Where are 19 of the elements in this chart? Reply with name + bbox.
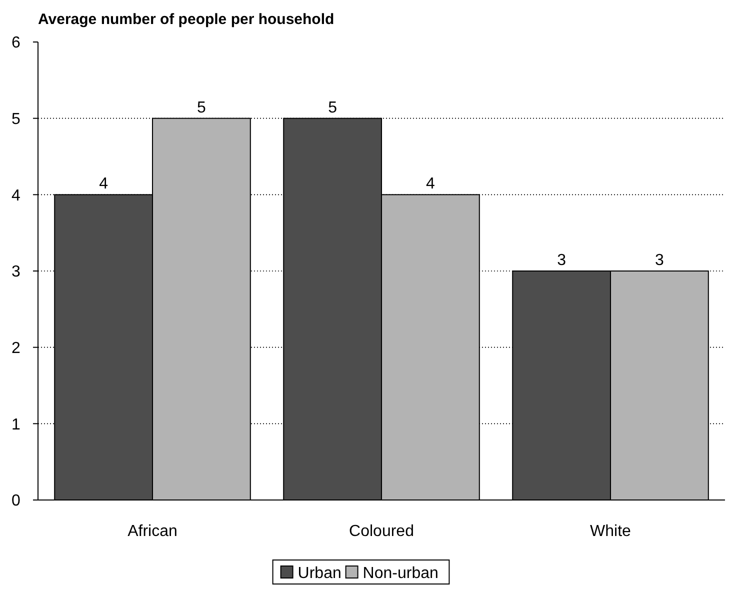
- data-label: 5: [196, 99, 206, 116]
- y-tick-label: 4: [12, 187, 21, 204]
- data-label: 4: [426, 176, 435, 193]
- y-tick-label: 3: [12, 264, 21, 281]
- y-tick-label: 0: [12, 492, 21, 510]
- x-tick-label: Coloured: [349, 523, 414, 540]
- y-tick-label: 6: [12, 34, 21, 52]
- data-label: 4: [99, 176, 108, 193]
- y-tick-label: 2: [12, 340, 21, 357]
- legend-label: Non-urban: [362, 565, 438, 582]
- legend-label: Urban: [298, 565, 342, 582]
- data-label: 5: [328, 99, 338, 116]
- data-label: 3: [654, 252, 664, 269]
- x-tick-label: African: [128, 523, 178, 540]
- chart-title: Average number of people per household: [38, 11, 334, 28]
- y-tick-label: 5: [12, 110, 21, 128]
- y-tick-label: 1: [12, 416, 21, 434]
- data-label: 3: [557, 252, 566, 269]
- x-tick-label: White: [590, 523, 632, 540]
